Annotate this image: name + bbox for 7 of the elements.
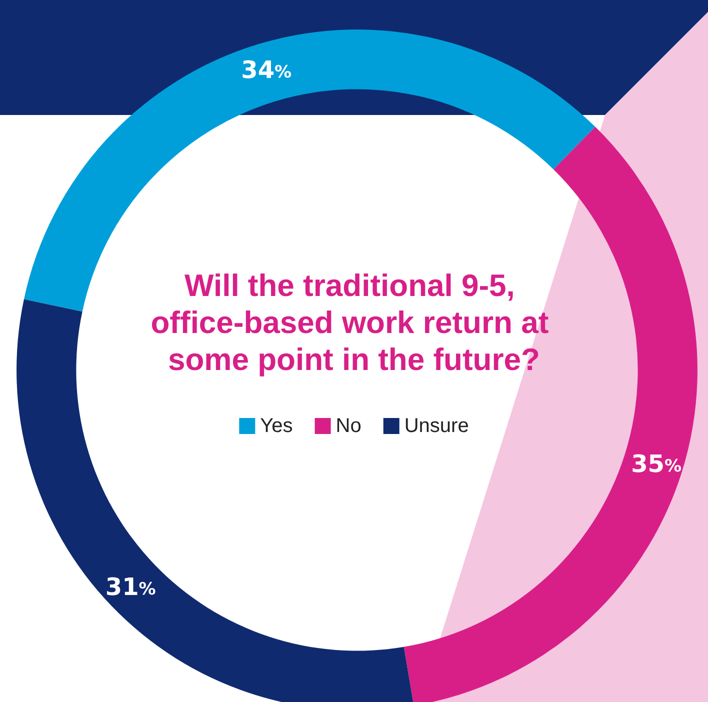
legend-label: No <box>336 415 362 437</box>
legend-label: Yes <box>260 415 293 437</box>
legend-label: Unsure <box>404 415 469 437</box>
text: Will the traditional 9-5, office-based work return at some point in the future? <box>150 268 558 377</box>
data-label: 31% <box>105 573 156 602</box>
data-label: 34% <box>241 56 292 84</box>
data-label: 35% <box>631 450 682 478</box>
